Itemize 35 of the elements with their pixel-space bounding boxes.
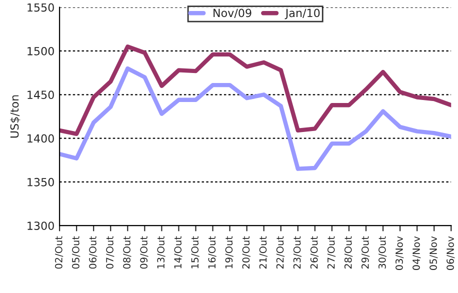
- x-tick-label: 29/Out: [361, 236, 370, 269]
- x-tick-label: 06/Nov: [446, 236, 455, 270]
- y-tick-label: 1350: [28, 178, 54, 186]
- x-tick-label: 30/Out: [378, 236, 387, 269]
- x-tick-label: 28/Out: [344, 236, 353, 269]
- x-tick-label: 04/Nov: [412, 236, 421, 270]
- line-series: [60, 66, 452, 171]
- legend-label: Nov/09: [214, 8, 252, 18]
- x-tick-label: 13/Out: [157, 236, 166, 268]
- x-tick-label: 02/Out: [55, 236, 64, 269]
- y-tick-label: 1550: [28, 3, 54, 12]
- y-axis-title: US$/ton: [10, 95, 20, 138]
- x-tick-label: 21/Out: [259, 236, 268, 269]
- x-tick-label: 15/Out: [191, 236, 200, 268]
- x-tick-label: 19/Out: [225, 236, 234, 268]
- x-tick-label: 20/Out: [242, 236, 250, 269]
- x-tick-label: 22/Out: [276, 236, 284, 269]
- x-tick-label: 08/Out: [123, 236, 132, 269]
- y-tick-label: 1500: [28, 46, 54, 56]
- x-tick-label: 03/Nov: [396, 236, 404, 270]
- y-tick-label: 1450: [28, 90, 54, 100]
- legend-label: Jan/10: [284, 8, 320, 20]
- y-tick-label: 1300: [28, 222, 54, 230]
- x-tick-label: 05/Out: [72, 236, 80, 269]
- x-tick-label: 07/Out: [106, 236, 114, 269]
- x-tick-label: 27/Out: [327, 236, 336, 269]
- x-tick-label: 23/Out: [293, 236, 302, 269]
- x-tick-label: 09/Out: [140, 236, 148, 269]
- x-tick-label: 16/Out: [208, 236, 216, 268]
- x-tick-label: 26/Out: [310, 236, 319, 269]
- x-tick-label: 05/Nov: [430, 236, 438, 270]
- x-tick-label: 06/Out: [89, 236, 98, 269]
- line-series: [60, 44, 452, 136]
- y-tick-label: 1400: [28, 134, 54, 143]
- x-tick-label: 14/Out: [174, 236, 182, 268]
